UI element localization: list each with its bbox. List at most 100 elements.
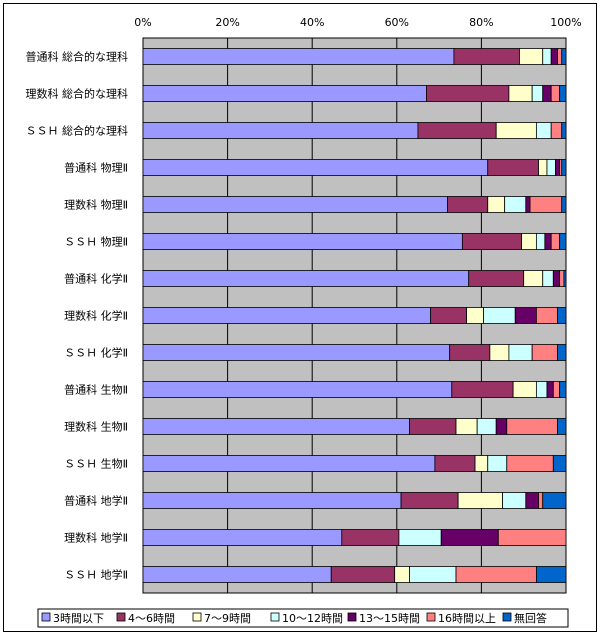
bar-segment — [550, 85, 561, 102]
bar-segment — [506, 418, 558, 435]
bar-segment — [457, 492, 503, 509]
category-label: ＳＳＨ 物理Ⅱ — [64, 235, 128, 249]
bar-segment — [561, 159, 567, 176]
bar-segment — [476, 418, 497, 435]
bar-segment — [538, 492, 544, 509]
legend-label: 13～15時間 — [359, 612, 420, 625]
bar-segment — [142, 529, 343, 546]
bar-segment — [525, 196, 531, 213]
bar-segment — [466, 307, 484, 324]
bar-segment — [557, 48, 563, 65]
bar-segment — [142, 381, 453, 398]
bar-segment — [400, 492, 459, 509]
legend-swatch — [347, 612, 357, 622]
bar-segment — [495, 122, 537, 139]
legend-label: 16時間以上 — [438, 612, 496, 625]
category-label: 普通科 地学Ⅱ — [64, 494, 128, 508]
bar-segment — [525, 492, 539, 509]
bar-segment — [451, 381, 514, 398]
bar-segment — [142, 48, 455, 65]
bar-segment — [447, 196, 489, 213]
bar-segment — [559, 85, 567, 102]
bar-segment — [453, 48, 520, 65]
x-tick-label: 80% — [469, 16, 493, 29]
bar-segment — [142, 85, 427, 102]
bar-segment — [142, 455, 436, 472]
legend-label: 4～6時間 — [128, 612, 175, 625]
category-label: 理数科 生物Ⅱ — [64, 420, 128, 434]
category-label: 普通科 化学Ⅱ — [64, 272, 128, 286]
bar-segment — [555, 159, 561, 176]
bar-segment — [563, 270, 567, 287]
bar-segment — [559, 233, 567, 250]
bar-segment — [542, 492, 567, 509]
bar-segment — [535, 122, 552, 139]
bar-segment — [557, 307, 567, 324]
legend-label: 7～9時間 — [204, 612, 251, 625]
bar-segment — [330, 566, 396, 583]
bar-segment — [529, 196, 563, 213]
bar-segment — [394, 566, 410, 583]
bar-segment — [544, 233, 552, 250]
category-label: 普通科 生物Ⅱ — [64, 383, 128, 397]
bar-segment — [142, 233, 463, 250]
x-tick-label: 100% — [550, 16, 581, 29]
legend-swatch — [192, 612, 202, 622]
x-tick-label: 60% — [385, 16, 409, 29]
bar-segment — [531, 344, 558, 361]
bar-segment — [550, 233, 561, 250]
legend-label: 無回答 — [514, 611, 547, 625]
bar-segment — [531, 85, 544, 102]
bar-segment — [142, 122, 419, 139]
bar-segment — [535, 307, 558, 324]
bar-segment — [398, 529, 442, 546]
bar-segment — [495, 418, 508, 435]
bar-segment — [449, 344, 491, 361]
bar-segment — [508, 85, 533, 102]
bar-segment — [535, 566, 567, 583]
bar-segment — [519, 48, 544, 65]
bar-segment — [142, 307, 432, 324]
bar-segment — [417, 122, 497, 139]
bar-segment — [535, 381, 548, 398]
bar-segment — [474, 455, 489, 472]
bar-segments — [142, 48, 567, 583]
legend-swatch — [116, 612, 126, 622]
bar-segment — [535, 233, 546, 250]
bar-segment — [512, 381, 537, 398]
bar-segment — [455, 418, 478, 435]
legend-swatch — [502, 612, 512, 622]
bar-segment — [542, 85, 552, 102]
bar-segment — [523, 270, 544, 287]
bar-segment — [514, 307, 537, 324]
bar-segment — [409, 418, 457, 435]
legend-label: 3時間以下 — [53, 612, 104, 625]
bar-segment — [461, 233, 522, 250]
bar-segment — [542, 270, 554, 287]
chart-frame: 0% 20% 40% 60% 80% 100% 普通科 総合的な理科 理数科 総合的な理科 Ｓ… — [3, 3, 597, 632]
bar-segment — [142, 492, 402, 509]
bar-segment — [497, 529, 567, 546]
legend-box — [37, 608, 569, 628]
bar-segment — [455, 566, 537, 583]
category-label: ＳＳＨ 地学Ⅱ — [64, 568, 128, 582]
bar-segment — [561, 122, 567, 139]
bar-segment — [487, 159, 539, 176]
bar-segment — [504, 196, 527, 213]
bar-segment — [434, 455, 476, 472]
bar-segment — [142, 566, 332, 583]
category-label: ＳＳＨ 化学Ⅱ — [64, 346, 128, 360]
bar-segment — [552, 270, 561, 287]
bar-segment — [489, 344, 510, 361]
bar-segment — [552, 455, 567, 472]
legend-label: 10～12時間 — [282, 612, 343, 625]
bar-segment — [508, 344, 533, 361]
bar-segment — [142, 196, 448, 213]
category-label: 普通科 物理Ⅱ — [64, 161, 128, 175]
x-tick-label: 40% — [300, 16, 324, 29]
bar-segment — [521, 233, 537, 250]
category-label: 理数科 総合的な理科 — [26, 87, 129, 101]
bar-segment — [546, 159, 556, 176]
bar-segment — [409, 566, 457, 583]
